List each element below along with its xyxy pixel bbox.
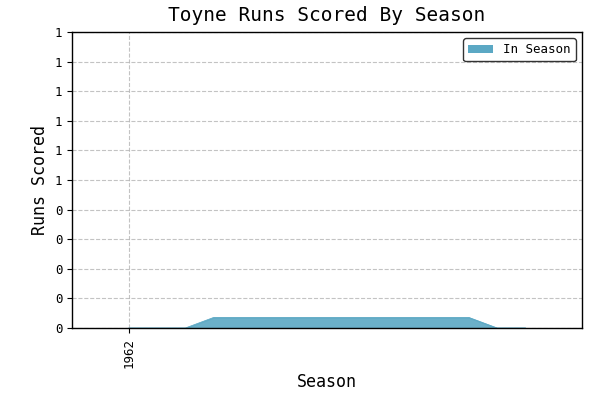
Y-axis label: Runs Scored: Runs Scored: [31, 125, 49, 235]
Legend: In Season: In Season: [463, 38, 576, 61]
Title: Toyne Runs Scored By Season: Toyne Runs Scored By Season: [169, 6, 485, 25]
X-axis label: Season: Season: [297, 373, 357, 391]
